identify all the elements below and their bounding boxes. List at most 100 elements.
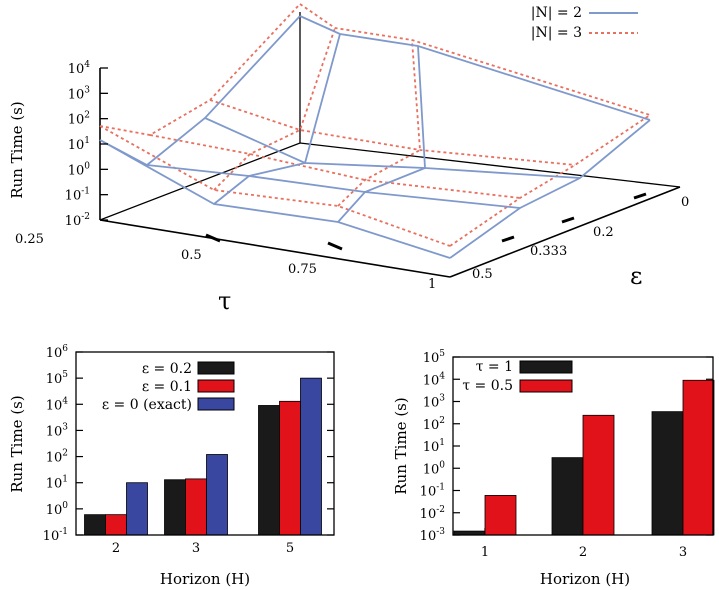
surface-n3-line-tau-3 (449, 114, 651, 247)
surface-n2-line-eps-0 (99, 139, 451, 259)
surface-y-axis (449, 186, 681, 278)
surface-n3-line-eps-2 (209, 99, 576, 166)
x-tick-1: 0.5 (181, 248, 202, 263)
surface-z-tick-label-1: 10-1 (65, 187, 90, 204)
bar1-y-tick-label-5: 104 (46, 396, 69, 413)
bar1-bar-2-0 (258, 405, 280, 536)
bar1-y-tick-label-4: 103 (46, 422, 69, 439)
surface-n2-line-eps-2 (204, 117, 581, 179)
bar2-y-tick-label-2: 10-1 (420, 483, 445, 500)
bar2-y-tick-label-4: 101 (423, 438, 445, 455)
surface-y-tick-mark-0 (501, 235, 515, 243)
bar2-y-tick-label-0: 10-3 (420, 527, 446, 544)
surface-n3-line-tau-1 (213, 27, 336, 191)
bar2-y-tick-label-3: 100 (423, 460, 446, 477)
y-tick-3: 0 (681, 195, 689, 210)
surface-z-tick-label-4: 102 (68, 111, 90, 128)
bar1-legend-entry-2: ε = 0 (exact) (102, 397, 192, 413)
bar1-bars (84, 377, 322, 536)
x-tick-0: 0.25 (15, 232, 44, 247)
x-tick-2: 0.75 (288, 262, 317, 277)
bar1-legend-swatch-0 (197, 361, 235, 375)
y-tick-2: 0.2 (593, 225, 614, 240)
bar1-x-axis-label: Horizon (H) (160, 570, 250, 588)
surface-n2-line-tau-2 (337, 45, 426, 223)
bar1-bar-2-2 (300, 377, 322, 536)
bar1-bar-2-1 (279, 400, 301, 536)
bar2-y-tick-label-7: 104 (423, 371, 446, 388)
surface-x-tick-mark-0 (205, 233, 221, 243)
bar1-legend-swatch-2 (197, 397, 235, 411)
bar1-x-tick-1: 3 (192, 541, 200, 556)
bar1-bar-0-1 (105, 514, 127, 536)
surface-n2-mesh (99, 15, 651, 259)
bar2-y-tick-label-5: 102 (423, 416, 445, 433)
bar2-legend-entry-1: τ = 0.5 (462, 378, 513, 394)
bar1-y-tick-label-0: 10-1 (43, 527, 68, 544)
bar2-bars (453, 379, 715, 536)
surface-legend: |N| = 2 |N| = 3 (531, 5, 638, 41)
surface-n3-line-eps-1 (149, 134, 521, 199)
bar1-y-tick-label-7: 106 (46, 344, 69, 361)
bar2-legend: τ = 1 τ = 0.5 (462, 359, 573, 394)
bar2-x-axis-label: Horizon (H) (540, 570, 630, 588)
bar1-y-tick-label-6: 105 (46, 370, 69, 387)
bar1-bar-1-1 (185, 478, 207, 536)
surface-plot: 10-2 10-1 100 101 102 103 104 Run Time (s) 0.2… (8, 3, 689, 315)
bar1-bar-1-0 (164, 479, 186, 536)
surface-n3-line-eps-3 (299, 3, 651, 116)
surface-y-axis-label: ε (630, 262, 642, 290)
bar2-legend-entry-0: τ = 1 (476, 359, 513, 375)
surface-x-axis-label: τ (218, 287, 231, 315)
bar1-legend-entry-0: ε = 0.2 (142, 361, 192, 377)
surface-n3-mesh (99, 3, 651, 247)
bar1-bar-1-2 (206, 454, 228, 536)
surface-z-tick-label-5: 103 (68, 85, 91, 102)
surface-z-axis-label: Run Time (s) (8, 101, 26, 198)
surface-n2-line-eps-3 (299, 15, 651, 121)
surface-y-tick-mark-1 (561, 216, 575, 224)
legend-entry-n3: |N| = 3 (531, 25, 582, 41)
surface-y-tick-mark-2 (633, 192, 647, 200)
bar2-bar-1-1 (582, 414, 615, 536)
bar2-bar-2-1 (682, 379, 715, 536)
surface-x-tick-mark-1 (327, 241, 343, 251)
bar2-y-tick-label-1: 10-2 (420, 505, 445, 522)
bar1-bar-0-0 (84, 514, 106, 536)
bar2-y-tick-label-8: 105 (423, 349, 446, 366)
surface-axes-frame (99, 12, 681, 278)
bar2-bar-1-0 (551, 457, 584, 536)
surface-z-tick-label-6: 104 (68, 60, 91, 77)
surface-n3-line-eps-0 (99, 125, 451, 247)
bar2-legend-swatch-0 (519, 360, 573, 374)
x-tick-3: 1 (428, 277, 436, 292)
bar1-y-ticks: 10-1 100 101 102 103 104 105 106 (43, 344, 334, 544)
surface-z-ticks: 10-2 10-1 100 101 102 103 104 (65, 60, 108, 229)
y-tick-0: 0.5 (472, 267, 493, 282)
bar2-x-tick-1: 2 (579, 545, 587, 560)
bar2-x-tick-2: 3 (679, 545, 687, 560)
bar1-bar-0-2 (126, 482, 148, 536)
bar1-x-tick-0: 2 (112, 541, 120, 556)
bar2-bar-0-1 (484, 495, 517, 536)
bar2-bar-2-0 (651, 411, 684, 536)
bar1-y-tick-label-2: 101 (46, 475, 68, 492)
surface-n2-line-eps-1 (146, 164, 521, 209)
surface-n2-line-tau-0 (99, 15, 301, 167)
surface-n2-line-tau-1 (213, 33, 341, 205)
bar1-y-axis-label: Run Time (s) (8, 395, 26, 492)
bar2-y-tick-label-6: 103 (423, 394, 446, 411)
bar1-y-tick-label-1: 100 (46, 501, 69, 518)
bar1-x-tick-2: 5 (286, 541, 294, 556)
y-tick-1: 0.333 (530, 244, 567, 259)
surface-x-axis (99, 219, 451, 278)
bar1-y-tick-label-3: 102 (46, 449, 68, 466)
bar1-legend: ε = 0.2 ε = 0.1 ε = 0 (exact) (102, 361, 235, 413)
bar2-plot-frame (452, 356, 714, 536)
bar2-y-axis-label: Run Time (s) (392, 397, 410, 494)
legend-entry-n2: |N| = 2 (531, 5, 582, 21)
bar2-legend-swatch-1 (519, 379, 573, 393)
bar1-legend-entry-1: ε = 0.1 (142, 379, 192, 395)
surface-n3-line-tau-0 (99, 3, 301, 136)
